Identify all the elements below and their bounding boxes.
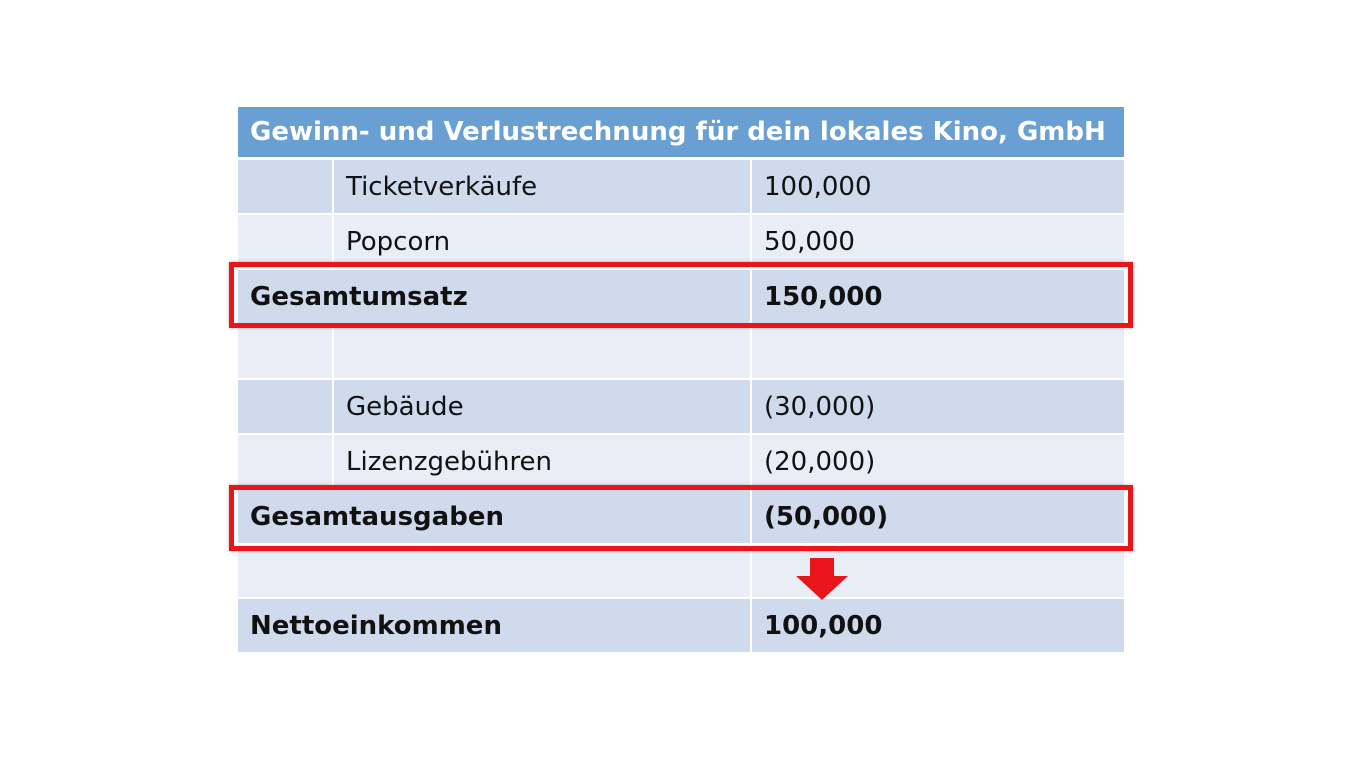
total-label: Gesamtausgaben	[238, 490, 750, 543]
cell	[238, 380, 332, 433]
cell	[238, 160, 332, 213]
item-label: Popcorn	[334, 215, 750, 268]
net-label: Nettoeinkommen	[238, 599, 750, 652]
item-amount: (20,000)	[752, 435, 1124, 488]
cell	[334, 325, 750, 378]
item-amount: 100,000	[752, 160, 1124, 213]
total-amount: (50,000)	[752, 490, 1124, 543]
item-label: Lizenzgebühren	[334, 435, 750, 488]
cell	[238, 435, 332, 488]
highlight-box	[229, 262, 1133, 328]
down-arrow	[796, 558, 848, 600]
cell	[238, 215, 332, 268]
item-amount: (30,000)	[752, 380, 1124, 433]
cell	[238, 545, 750, 597]
cell	[238, 325, 332, 378]
highlight-box	[229, 485, 1133, 551]
total-label: Gesamtumsatz	[238, 270, 750, 323]
cell	[752, 325, 1124, 378]
item-amount: 50,000	[752, 215, 1124, 268]
table-title: Gewinn- und Verlustrechnung für dein lok…	[238, 107, 1124, 157]
total-amount: 150,000	[752, 270, 1124, 323]
arrow-shape	[796, 558, 848, 600]
item-label: Gebäude	[334, 380, 750, 433]
net-amount: 100,000	[752, 599, 1124, 652]
item-label: Ticketverkäufe	[334, 160, 750, 213]
